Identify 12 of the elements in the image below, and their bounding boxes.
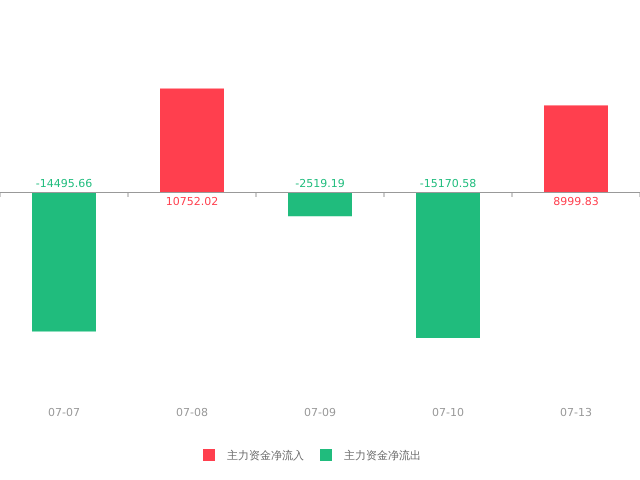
x-tick-label: 07-10 — [432, 406, 464, 419]
x-tick-label: 07-13 — [560, 406, 592, 419]
data-label: -14495.66 — [36, 177, 92, 190]
data-label: 8999.83 — [553, 195, 599, 208]
x-tick-label: 07-08 — [176, 406, 208, 419]
data-label: 10752.02 — [166, 195, 218, 208]
legend-label: 主力资金净流出 — [344, 449, 421, 462]
legend-label: 主力资金净流入 — [227, 449, 304, 462]
data-label: -15170.58 — [420, 177, 476, 190]
data-label: -2519.19 — [295, 177, 345, 190]
x-tick-label: 07-09 — [304, 406, 336, 419]
x-tick-label: 07-07 — [48, 406, 80, 419]
